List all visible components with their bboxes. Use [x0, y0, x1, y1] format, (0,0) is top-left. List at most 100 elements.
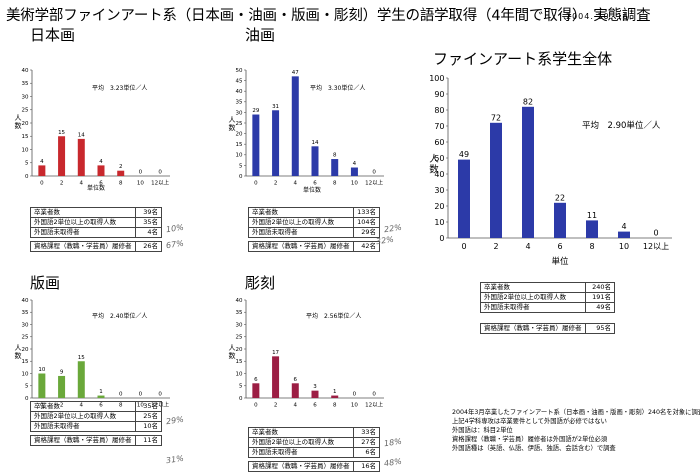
x-tick-label: 10	[351, 403, 358, 409]
stats-row: 資格課程（教職・学芸員）履修者 95名	[480, 323, 615, 334]
bar-value-label: 10	[38, 367, 45, 373]
y-tick-label: 40	[22, 298, 29, 304]
x-tick-label: 2	[60, 181, 64, 187]
bar-value-label: 4	[353, 161, 357, 167]
bar-value-label: 29	[252, 108, 259, 114]
average-annotation: 平均 3.23単位／人	[92, 84, 147, 92]
y-tick-label: 35	[22, 81, 29, 87]
bar-all	[554, 202, 566, 238]
footnote-line: 外国語は：科目2単位	[452, 427, 513, 434]
x-tick-label: 2	[274, 403, 278, 409]
bar-value-label: 72	[491, 113, 501, 122]
stats-row: 資格課程（教職・学芸員）履修者 11名	[30, 435, 162, 446]
bar-chokoku	[291, 383, 299, 398]
stats-row: 卒業者数 133名	[248, 207, 380, 218]
bar-value-label: 0	[372, 392, 376, 398]
stats-label: 外国語未取得者	[480, 302, 586, 313]
stats-row: 資格課程（教職・学芸員）履修者 42名	[248, 241, 380, 252]
stats-label: 外国語未取得者	[30, 421, 136, 432]
stats-row: 外国語2単位以上の取得人数 104名	[248, 217, 380, 228]
y-tick-label: 30	[434, 186, 444, 195]
bar-value-label: 0	[158, 392, 162, 398]
bar-value-label: 4	[99, 159, 103, 165]
y-tick-label: 10	[236, 153, 243, 159]
bar-value-label: 9	[60, 369, 64, 375]
bar-nihonga	[117, 170, 125, 176]
bar-hanga	[97, 395, 105, 398]
y-tick-label: 0	[25, 396, 29, 402]
bar-value-label: 0	[158, 170, 162, 176]
x-tick-label: 0	[254, 403, 258, 409]
bar-chokoku	[272, 356, 280, 398]
stats-label: 資格課程（教職・学芸員）履修者	[480, 323, 586, 334]
y-tick-label: 45	[236, 79, 243, 85]
bar-value-label: 1	[333, 389, 337, 395]
stats-value: 95名	[584, 323, 615, 334]
stats-value: 6名	[352, 447, 380, 458]
stats-value: 49名	[584, 302, 615, 313]
stats-value: 35名	[134, 217, 162, 228]
y-tick-label: 20	[236, 347, 243, 353]
average-annotation: 平均 2.56単位／人	[306, 312, 361, 320]
y-tick-label: 40	[22, 68, 29, 74]
bar-value-label: 49	[459, 150, 469, 159]
y-tick-label: 10	[22, 147, 29, 153]
stats-value: 10名	[134, 421, 162, 432]
x-tick-label: 8	[589, 242, 594, 251]
bar-value-label: 14	[312, 140, 319, 146]
y-tick-label: 35	[236, 310, 243, 316]
y-tick-label: 35	[22, 310, 29, 316]
y-axis-label: 人数	[429, 154, 439, 176]
x-tick-label: 8	[333, 403, 337, 409]
chart-title-all: ファインアート系学生全体	[433, 50, 613, 68]
footnote-line: 資格課程（教職・学芸員）履修者は外国語が2単位必須	[452, 436, 608, 443]
y-tick-label: 10	[236, 371, 243, 377]
y-tick-label: 5	[239, 384, 243, 390]
page-title: 美術学部ファインアート系（日本画・油画・版画・彫刻）学生の語学取得（4年間で取得…	[6, 8, 651, 24]
chart-title-nihonga: 日本画	[30, 26, 76, 44]
stats-row: 外国語2単位以上の取得人数 25名	[30, 411, 162, 422]
bar-yuga	[291, 76, 299, 176]
stats-value: 191名	[584, 292, 615, 303]
bar-nihonga	[97, 165, 105, 176]
y-axis-label: 人数	[15, 114, 22, 130]
stats-value: 104名	[352, 217, 380, 228]
average-annotation: 平均 3.30単位／人	[310, 84, 365, 92]
y-tick-label: 5	[239, 163, 243, 169]
stats-label: 外国語2単位以上の取得人数	[30, 217, 136, 228]
stats-row: 外国語2単位以上の取得人数 27名	[248, 437, 380, 448]
stats-row: 卒業者数 240名	[480, 282, 615, 293]
bar-yuga	[272, 110, 280, 176]
bar-value-label: 4	[621, 222, 626, 231]
x-axis-label: 単位数	[303, 186, 321, 194]
x-tick-label: 12以上	[365, 401, 383, 409]
y-tick-label: 5	[25, 161, 29, 167]
y-tick-label: 60	[434, 138, 444, 147]
stats-label: 資格課程（教職・学芸員）履修者	[30, 435, 136, 446]
bar-value-label: 1	[99, 389, 103, 395]
bar-yuga	[331, 159, 339, 176]
bar-all	[586, 220, 598, 238]
stats-label: 外国語2単位以上の取得人数	[30, 411, 136, 422]
x-tick-label: 4	[525, 242, 530, 251]
stats-value: 29名	[352, 227, 380, 238]
stats-row: 外国語未取得者 10名	[30, 421, 162, 432]
bar-yuga	[252, 114, 260, 176]
x-tick-label: 0	[40, 181, 44, 187]
stats-row: 卒業者数 33名	[248, 427, 380, 438]
x-tick-label: 0	[254, 181, 258, 187]
y-tick-label: 25	[236, 121, 243, 127]
stats-row: 外国語2単位以上の取得人数 191名	[480, 292, 615, 303]
x-tick-label: 10	[137, 181, 144, 187]
stats-row: 外国語未取得者 49名	[480, 302, 615, 313]
stats-value: 4名	[134, 227, 162, 238]
bar-value-label: 3	[313, 384, 317, 390]
stats-label: 外国語未取得者	[30, 227, 136, 238]
y-tick-label: 25	[236, 335, 243, 341]
stats-value: 42名	[352, 241, 380, 252]
x-axis-label: 単位数	[87, 184, 105, 192]
stats-row: 卒業者数 35名	[30, 401, 162, 412]
stats-row: 外国語未取得者 6名	[248, 447, 380, 458]
bar-value-label: 0	[372, 170, 376, 176]
bar-chokoku	[331, 395, 339, 398]
